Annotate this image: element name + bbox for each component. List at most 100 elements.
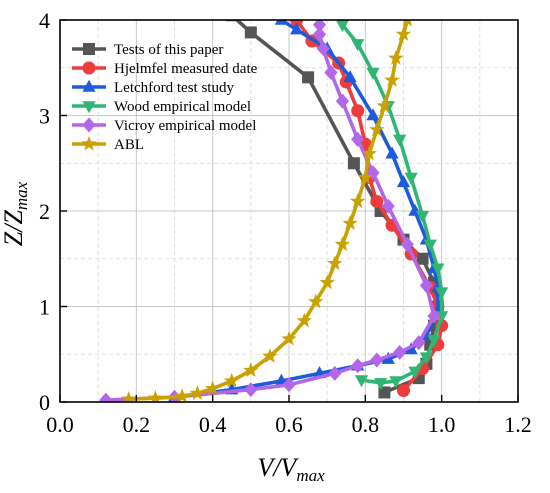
x-tick-label: 0.0 [46, 412, 74, 437]
data-point-abl [334, 236, 351, 251]
y-axis-title: Z/Zmax [0, 181, 31, 246]
data-point-wood-empirical-model [389, 376, 403, 389]
data-point-vicroy-empirical-model [351, 131, 365, 147]
legend-label-hjelmfel-measured-date: Hjelmfel measured date [114, 61, 258, 77]
data-point-abl [243, 362, 259, 377]
y-axis-title-main: Z/Z [0, 210, 28, 247]
data-point-abl [388, 50, 404, 65]
data-point-vicroy-empirical-model [351, 358, 365, 374]
series-wood-empirical-model [335, 20, 449, 391]
data-point-letchford-test-study [290, 22, 304, 35]
data-point-tests-of-this-paper [244, 26, 257, 39]
legend-label-letchford-test-study: Letchford test study [114, 80, 234, 96]
data-point-vicroy-empirical-model [400, 236, 414, 252]
series-abl [121, 20, 413, 402]
data-point-wood-empirical-model [419, 352, 433, 365]
data-point-vicroy-empirical-model [328, 365, 342, 381]
data-point-tests-of-this-paper [302, 71, 315, 84]
legend-item-tests-of-this-paper: Tests of this paper [72, 42, 223, 58]
data-point-wood-empirical-model [393, 134, 407, 147]
data-point-wood-empirical-model [415, 210, 430, 223]
data-point-vicroy-empirical-model [324, 65, 338, 81]
data-point-vicroy-empirical-model [393, 344, 407, 360]
legend-marker-abl [81, 135, 97, 151]
y-tick-label: 2 [39, 199, 50, 224]
data-point-letchford-test-study [343, 70, 357, 83]
data-point-abl [369, 121, 385, 137]
x-tick-label: 0.6 [275, 412, 303, 437]
data-point-abl [357, 169, 373, 185]
data-point-abl [384, 72, 400, 87]
data-point-abl [376, 97, 393, 113]
data-point-hjelmfel-measured-date [370, 194, 384, 208]
legend-marker-tests-of-this-paper [83, 43, 95, 55]
legend-label-vicroy-empirical-model: Vicroy empirical model [114, 118, 256, 134]
x-axis-title-main: V/V [257, 453, 299, 482]
x-tick-label: 0.4 [199, 412, 227, 437]
data-point-abl [327, 255, 343, 271]
data-point-abl [174, 388, 190, 402]
x-tick-label: 0.8 [352, 412, 380, 437]
x-axis-title-subscript: max [296, 466, 325, 485]
data-point-abl [205, 380, 221, 396]
data-point-wood-empirical-model [408, 366, 422, 379]
data-point-abl [402, 20, 413, 27]
data-point-vicroy-empirical-model [335, 93, 350, 109]
data-point-vicroy-empirical-model [419, 277, 433, 293]
data-point-wood-empirical-model [435, 287, 449, 300]
y-axis-title-subscript: max [12, 181, 31, 210]
data-point-wood-empirical-model [374, 378, 388, 391]
data-point-vicroy-empirical-model [244, 382, 258, 398]
legend: Tests of this paper Hjelmfel measured dat… [72, 42, 258, 153]
data-point-wood-empirical-model [335, 20, 350, 32]
data-point-abl [262, 348, 278, 363]
legend-marker-vicroy-empirical-model [82, 117, 96, 133]
data-point-letchford-test-study [385, 146, 399, 159]
legend-marker-letchford-test-study [82, 79, 96, 92]
series-line-letchford-test-study [174, 20, 440, 399]
y-tick-label: 1 [39, 295, 50, 320]
data-point-vicroy-empirical-model [412, 335, 426, 351]
data-point-abl [189, 385, 206, 400]
legend-label-tests-of-this-paper: Tests of this paper [114, 42, 223, 58]
data-point-wood-empirical-model [427, 335, 441, 348]
legend-item-letchford-test-study: Letchford test study [72, 79, 234, 96]
data-point-vicroy-empirical-model [381, 198, 395, 214]
data-point-wood-empirical-model [404, 172, 418, 185]
legend-item-abl: ABL [72, 135, 144, 153]
data-point-vicroy-empirical-model [312, 20, 327, 33]
axis-ticks: 0.0 0.2 0.4 0.6 0.8 1.0 1.2 0 1 2 3 4 [39, 8, 532, 437]
y-tick-label: 4 [39, 8, 50, 33]
data-point-hjelmfel-measured-date [351, 104, 365, 118]
data-point-hjelmfel-measured-date [397, 384, 410, 398]
legend-item-wood-empirical-model: Wood empirical model [72, 99, 251, 115]
legend-marker-wood-empirical-model [82, 101, 96, 114]
data-point-vicroy-empirical-model [316, 41, 330, 57]
data-point-vicroy-empirical-model [427, 308, 441, 324]
legend-item-hjelmfel-measured-date: Hjelmfel measured date [72, 61, 258, 77]
data-point-abl [319, 274, 335, 290]
legend-marker-hjelmfel-measured-date [82, 61, 96, 75]
data-point-abl [281, 330, 297, 346]
data-point-vicroy-empirical-model [99, 392, 113, 402]
grid-lines [59, 19, 519, 403]
y-tick-label: 3 [39, 104, 50, 129]
data-point-tests-of-this-paper [416, 252, 429, 265]
data-point-abl [308, 293, 324, 309]
series-vicroy-empirical-model [99, 20, 441, 402]
data-point-abl [350, 193, 366, 208]
data-point-vicroy-empirical-model [312, 26, 327, 42]
y-tick-label: 0 [39, 390, 50, 415]
data-point-tests-of-this-paper [347, 157, 360, 170]
x-tick-label: 1.0 [428, 412, 456, 437]
series-layer [99, 20, 449, 402]
data-point-abl [395, 26, 412, 41]
data-point-wood-empirical-model [366, 67, 380, 80]
data-point-abl [121, 391, 137, 402]
data-point-wood-empirical-model [351, 39, 365, 52]
legend-label-abl: ABL [114, 137, 144, 153]
data-point-vicroy-empirical-model [370, 352, 384, 368]
